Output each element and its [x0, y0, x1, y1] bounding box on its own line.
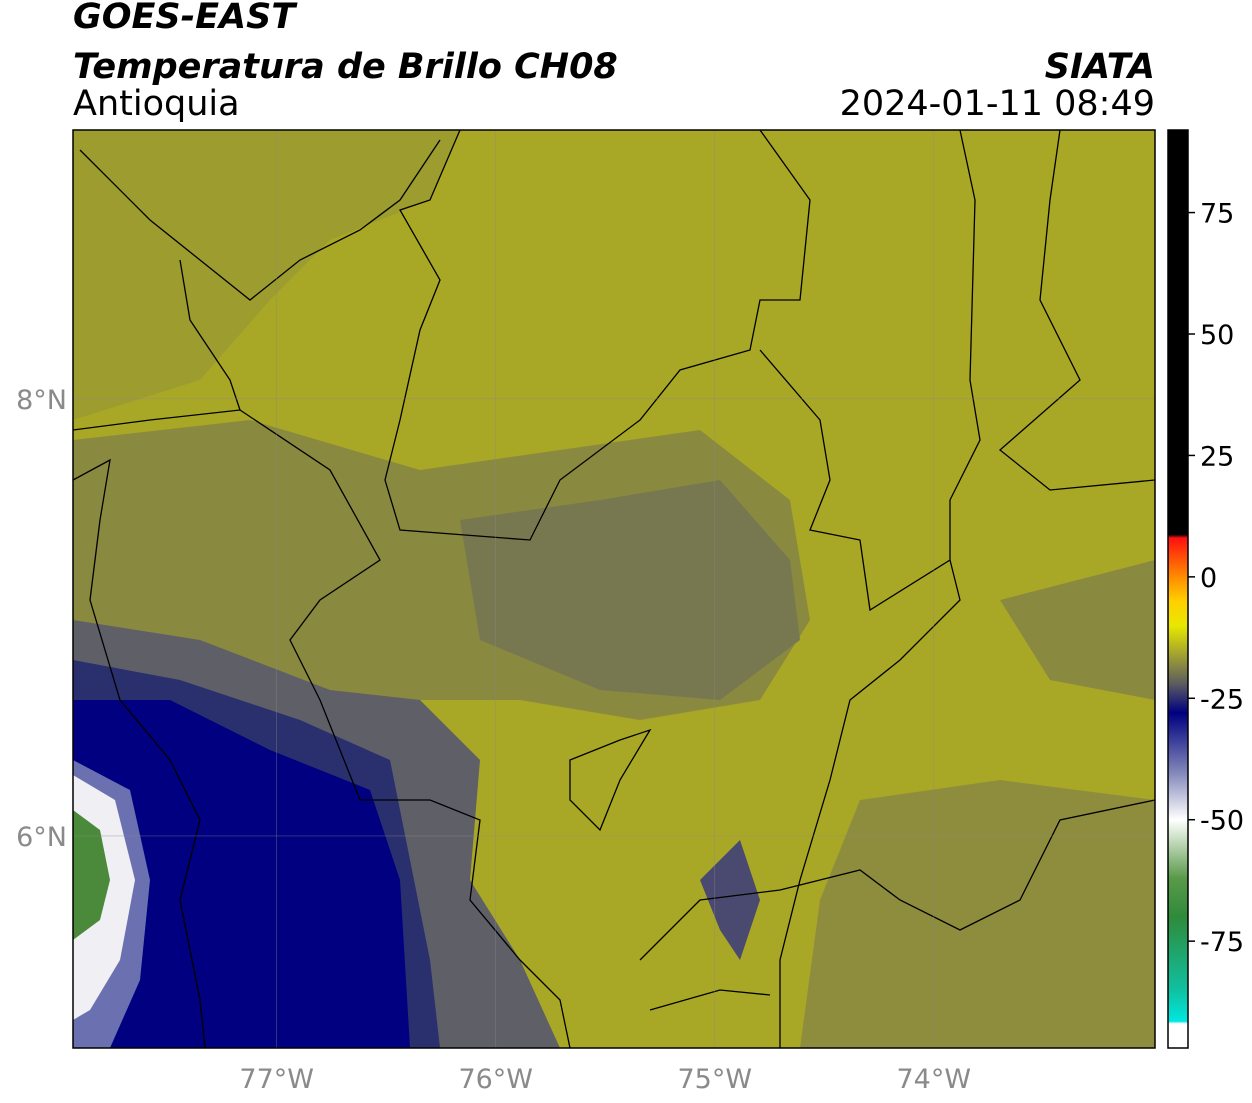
colorbar-tick-label: -50	[1200, 806, 1244, 837]
region: Antioquia	[73, 84, 240, 124]
timestamp: 2024-01-11 08:49	[840, 84, 1155, 124]
colorbar-tick-label: 0	[1200, 563, 1217, 594]
y-tick-label: 8°N	[16, 385, 67, 416]
title: GOES-EAST	[73, 0, 298, 37]
colorbar-tick-label: -75	[1200, 927, 1244, 958]
subtitle: Temperatura de Brillo CH08	[73, 47, 618, 87]
x-tick-label: 76°W	[458, 1064, 533, 1095]
colorbar-tick-label: -25	[1200, 684, 1244, 715]
source: SIATA	[1045, 47, 1155, 87]
x-tick-label: 74°W	[897, 1064, 972, 1095]
x-tick-label: 77°W	[239, 1064, 314, 1095]
colorbar-tick-label: 75	[1200, 199, 1234, 230]
colorbar-tick-label: 25	[1200, 441, 1234, 472]
colorbar-tick-label: 50	[1200, 320, 1234, 351]
x-tick-label: 75°W	[677, 1064, 752, 1095]
map-frame	[72, 129, 1156, 1049]
map-image	[73, 130, 1155, 1048]
y-tick-label: 6°N	[16, 822, 67, 853]
colorbar	[1167, 129, 1189, 1049]
